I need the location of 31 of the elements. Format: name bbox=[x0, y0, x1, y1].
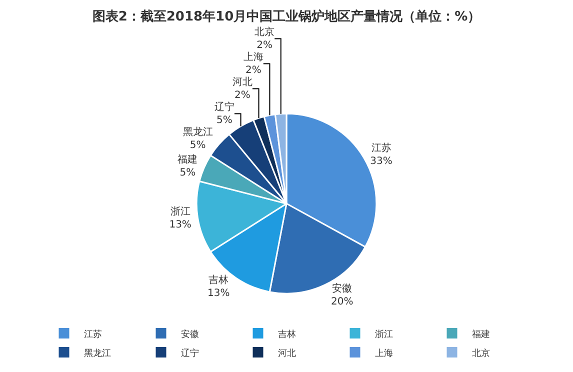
legend-label: 河北 bbox=[278, 348, 296, 359]
data-label: 2% bbox=[234, 90, 250, 102]
legend-label: 黑龙江 bbox=[84, 348, 111, 359]
data-label: 33% bbox=[370, 156, 392, 168]
data-label: 5% bbox=[190, 140, 206, 152]
legend-label: 辽宁 bbox=[181, 348, 199, 359]
slice-label: 吉林 bbox=[208, 274, 229, 286]
legend-label: 上海 bbox=[375, 348, 393, 359]
data-label: 13% bbox=[207, 288, 230, 300]
legend-label: 福建 bbox=[472, 328, 490, 340]
data-label: 2% bbox=[245, 65, 262, 76]
slice-label: 江苏 bbox=[371, 142, 392, 154]
legend-label: 北京 bbox=[472, 348, 490, 359]
slice-label: 浙江 bbox=[170, 205, 190, 218]
legend-label: 江苏 bbox=[84, 328, 102, 340]
data-label: 20% bbox=[331, 296, 354, 308]
chart-title: 图表2：截至2018年10月中国工业锅炉地区产量情况（单位：%） bbox=[92, 8, 481, 24]
slice-label: 上海 bbox=[243, 51, 264, 64]
legend-label: 浙江 bbox=[375, 328, 393, 340]
legend-label: 吉林 bbox=[278, 328, 296, 340]
slice-label: 河北 bbox=[232, 76, 252, 88]
legend-label: 安徽 bbox=[181, 328, 199, 340]
data-label: 13% bbox=[169, 219, 192, 230]
slice-label: 黑龙江 bbox=[182, 126, 213, 138]
slice-label: 辽宁 bbox=[214, 101, 234, 114]
slice-label: 福建 bbox=[178, 153, 198, 166]
data-label: 2% bbox=[256, 40, 273, 52]
slice-label: 北京 bbox=[254, 26, 275, 38]
slice-label: 安徽 bbox=[332, 282, 352, 295]
data-label: 5% bbox=[180, 167, 196, 178]
data-label: 5% bbox=[216, 115, 232, 126]
